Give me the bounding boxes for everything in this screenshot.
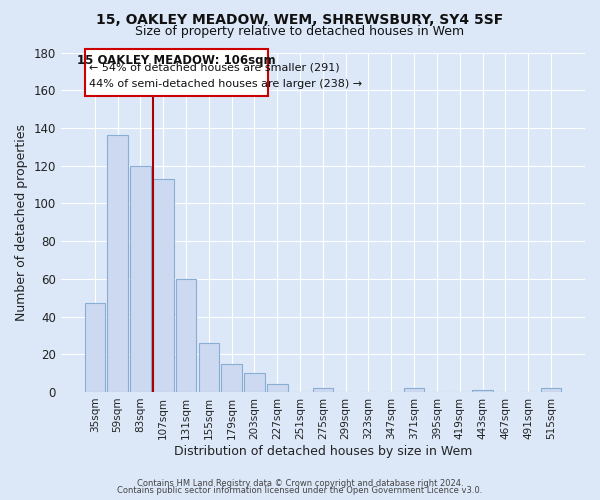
Y-axis label: Number of detached properties: Number of detached properties — [15, 124, 28, 320]
FancyBboxPatch shape — [85, 48, 268, 96]
Text: 15, OAKLEY MEADOW, WEM, SHREWSBURY, SY4 5SF: 15, OAKLEY MEADOW, WEM, SHREWSBURY, SY4 … — [97, 12, 503, 26]
Bar — [153, 179, 173, 392]
Bar — [267, 384, 287, 392]
Bar — [130, 166, 151, 392]
Bar — [221, 364, 242, 392]
Bar — [85, 304, 105, 392]
Bar — [107, 136, 128, 392]
X-axis label: Distribution of detached houses by size in Wem: Distribution of detached houses by size … — [174, 444, 472, 458]
Text: 15 OAKLEY MEADOW: 106sqm: 15 OAKLEY MEADOW: 106sqm — [77, 54, 276, 68]
Bar — [313, 388, 333, 392]
Text: Contains public sector information licensed under the Open Government Licence v3: Contains public sector information licen… — [118, 486, 482, 495]
Text: Size of property relative to detached houses in Wem: Size of property relative to detached ho… — [136, 25, 464, 38]
Text: Contains HM Land Registry data © Crown copyright and database right 2024.: Contains HM Land Registry data © Crown c… — [137, 478, 463, 488]
Bar — [472, 390, 493, 392]
Bar — [199, 343, 219, 392]
Text: 44% of semi-detached houses are larger (238) →: 44% of semi-detached houses are larger (… — [89, 79, 362, 89]
Bar — [541, 388, 561, 392]
Bar — [176, 279, 196, 392]
Bar — [244, 373, 265, 392]
Bar — [404, 388, 424, 392]
Text: ← 54% of detached houses are smaller (291): ← 54% of detached houses are smaller (29… — [89, 62, 340, 72]
